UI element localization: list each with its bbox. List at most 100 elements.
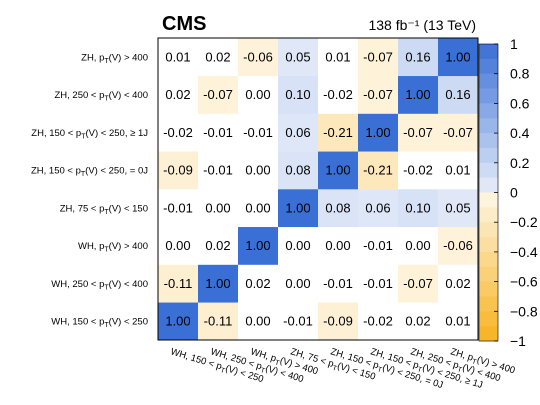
heatmap-cells: 1.00 -0.11 0.00 -0.01 -0.09 -0.02 0.02 0.01 -0.1… xyxy=(158,38,479,341)
colorbar-tick-label: 0.2 xyxy=(510,155,530,171)
cell-value: -0.11 xyxy=(204,314,233,329)
cell-value: 0.00 xyxy=(245,87,270,102)
cell-value: -0.21 xyxy=(363,163,393,178)
heatmap-cell xyxy=(158,113,199,152)
colorbar-segment xyxy=(479,222,498,238)
heatmap-cell xyxy=(358,75,399,114)
cell-value: -0.01 xyxy=(283,314,313,329)
cell-value: 0.00 xyxy=(245,314,270,329)
colorbar-segment xyxy=(479,296,498,312)
cell-value: 0.00 xyxy=(405,238,430,253)
cell-value: -0.07 xyxy=(363,49,393,64)
cell-value: 0.00 xyxy=(245,200,270,215)
heatmap-cell xyxy=(358,264,399,303)
cell-value: -0.06 xyxy=(243,49,273,64)
cell-value: 0.16 xyxy=(405,49,430,64)
heatmap-cell xyxy=(158,75,199,114)
cell-value: -0.11 xyxy=(164,276,193,291)
cell-value: 0.02 xyxy=(205,49,230,64)
heatmap-cell xyxy=(398,151,439,190)
heatmap-cell xyxy=(198,226,239,265)
colorbar-tick-label: 0.8 xyxy=(510,66,530,82)
cell-value: -0.02 xyxy=(323,87,353,102)
heatmap-cell xyxy=(438,189,479,228)
cell-value: 1.00 xyxy=(325,163,350,178)
cell-value: 0.10 xyxy=(285,87,310,102)
colorbar-segment xyxy=(479,58,498,75)
cell-value: 0.06 xyxy=(285,125,310,140)
cell-value: 0.00 xyxy=(325,238,350,253)
heatmap-cell xyxy=(398,38,439,77)
cell-value: 0.02 xyxy=(245,276,270,291)
colorbar-tick-label: −0.4 xyxy=(510,244,538,260)
colorbar-tick-label: −0.2 xyxy=(510,214,538,230)
y-tick-label: ZH, 150 < pT(V) < 250, ≥ 1J xyxy=(31,128,148,141)
y-tick-label: ZH, 150 < pT(V) < 250, = 0J xyxy=(31,166,148,179)
heatmap-cell xyxy=(238,302,279,341)
y-tick-label: ZH, 75 < pT(V) < 150 xyxy=(60,203,148,216)
heatmap-cell xyxy=(358,189,399,228)
luminosity-annotation: 138 fb⁻¹ (13 TeV) xyxy=(368,17,476,33)
cell-value: 0.02 xyxy=(445,276,470,291)
cell-value: -0.09 xyxy=(323,314,353,329)
cell-value: -0.07 xyxy=(363,87,393,102)
heatmap-cell xyxy=(318,151,359,190)
heatmap-cell xyxy=(278,38,319,77)
heatmap-cell xyxy=(398,226,439,265)
cell-value: -0.07 xyxy=(403,125,433,140)
cell-value: 0.01 xyxy=(445,163,470,178)
heatmap-cell xyxy=(238,75,279,114)
cell-value: -0.01 xyxy=(203,125,233,140)
heatmap-cell xyxy=(238,151,279,190)
heatmap-cell xyxy=(438,151,479,190)
cell-value: -0.01 xyxy=(243,125,273,140)
heatmap-cell xyxy=(358,38,399,77)
colorbar: 1 0.8 0.6 0.4 0.2 0 −0.2 −0.4 −0.6 −0.8 −1 xyxy=(478,36,538,349)
heatmap-cell xyxy=(278,189,319,228)
colorbar-segment xyxy=(479,311,498,327)
heatmap-cell xyxy=(318,189,359,228)
colorbar-segment xyxy=(479,177,498,193)
cell-value: 0.00 xyxy=(205,200,230,215)
heatmap-cell xyxy=(438,226,479,265)
heatmap-cell xyxy=(318,226,359,265)
cell-value: 0.01 xyxy=(445,314,470,329)
heatmap-cell xyxy=(158,226,199,265)
heatmap-cell xyxy=(438,302,479,341)
cell-value: -0.06 xyxy=(443,238,473,253)
colorbar-tick-label: −0.6 xyxy=(510,274,538,290)
heatmap-cell xyxy=(318,38,359,77)
cell-value: 1.00 xyxy=(405,87,430,102)
heatmap-cell xyxy=(278,151,319,190)
cell-value: 0.01 xyxy=(325,49,350,64)
cell-value: 0.08 xyxy=(325,200,350,215)
cell-value: -0.09 xyxy=(163,163,193,178)
heatmap-cell xyxy=(198,302,239,341)
heatmap-cell xyxy=(198,38,239,77)
colorbar-segment xyxy=(479,207,498,223)
cell-value: 0.05 xyxy=(445,200,470,215)
heatmap-cell xyxy=(438,75,479,114)
heatmap-cell xyxy=(158,264,199,303)
colorbar-tick-label: −1 xyxy=(510,333,526,349)
cell-value: -0.01 xyxy=(363,276,393,291)
heatmap-cell xyxy=(198,151,239,190)
colorbar-segment xyxy=(479,118,498,134)
colorbar-segment xyxy=(479,266,498,282)
cell-value: -0.02 xyxy=(163,125,193,140)
cell-value: -0.21 xyxy=(323,125,353,140)
cell-value: 0.08 xyxy=(285,163,310,178)
heatmap-cell xyxy=(158,302,199,341)
heatmap-cell xyxy=(398,75,439,114)
heatmap-cell xyxy=(438,113,479,152)
colorbar-segment xyxy=(479,237,498,253)
cell-value: 0.16 xyxy=(445,87,470,102)
colorbar-segment xyxy=(479,73,498,89)
heatmap-cell xyxy=(358,151,399,190)
cell-value: 1.00 xyxy=(445,49,470,64)
heatmap-cell xyxy=(238,226,279,265)
colorbar-tick-label: 0.6 xyxy=(510,95,530,111)
y-tick-label: WH, pT(V) > 400 xyxy=(78,241,148,254)
